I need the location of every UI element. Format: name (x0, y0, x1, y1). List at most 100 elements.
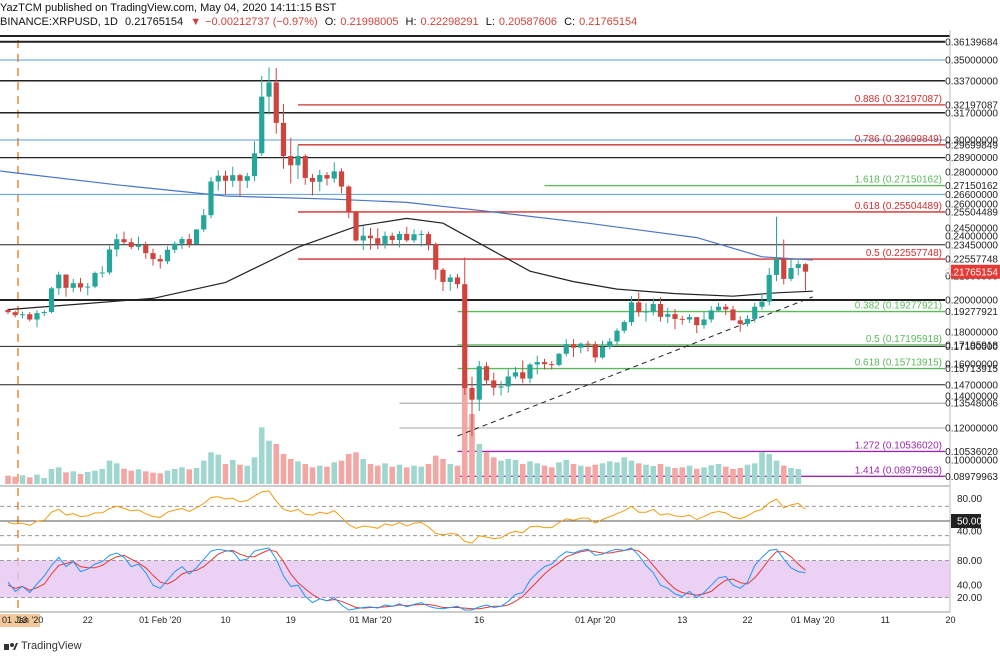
candle-body (273, 82, 279, 123)
price-tick-label: 0.24500000 (945, 224, 998, 235)
candle-body (48, 288, 55, 312)
down-arrow-icon: ▼ (190, 16, 202, 28)
candle-body (462, 284, 468, 388)
volume-bar (759, 452, 765, 484)
candle-body (592, 344, 598, 358)
candle-body (135, 245, 142, 247)
candle-body (157, 259, 163, 262)
candle-body (56, 274, 62, 289)
volume-bar (766, 454, 773, 484)
candle-body (150, 253, 156, 260)
candle-body (288, 156, 294, 166)
time-tick-label: 11 (881, 615, 890, 625)
candle-body (752, 306, 758, 319)
candle-body (85, 286, 91, 288)
candle-body (302, 156, 308, 178)
candle-body (781, 259, 787, 279)
volume-bar (563, 460, 570, 484)
candle-body (766, 274, 772, 302)
candle-body (614, 330, 620, 342)
author-line: YazTCM published on TradingView.com, May… (0, 2, 337, 14)
candle-body (563, 344, 569, 354)
volume-bar (795, 469, 802, 484)
current-price-label: 0.21765154 (945, 267, 998, 278)
volume-bar (179, 467, 185, 484)
volume-bar (135, 469, 142, 484)
price-tick-label: 0.10000000 (945, 456, 998, 467)
candle-body (201, 215, 207, 230)
candle-body (694, 317, 700, 326)
candle-body (607, 341, 613, 347)
volume-bar (548, 467, 555, 484)
candle-body (222, 175, 229, 181)
volume-bar (34, 474, 40, 484)
price-tick-label: 0.29699849 (945, 140, 998, 151)
candle-body (34, 313, 40, 320)
volume-bar (258, 427, 265, 484)
open-label: O: (324, 16, 337, 28)
volume-bar (686, 465, 693, 484)
volume-bar (411, 465, 417, 484)
price-tick-label: 0.14700000 (945, 380, 998, 391)
candle-body (63, 274, 69, 288)
volume-bar (229, 460, 236, 484)
volume-bar (780, 465, 787, 484)
ascending-trendline (457, 296, 813, 437)
volume-bar (389, 466, 396, 484)
brand-label: TradingView (21, 640, 82, 652)
volume-bar (164, 470, 171, 484)
candle-body (520, 372, 526, 379)
candle-body (259, 96, 265, 154)
candle-body (795, 264, 801, 268)
price-tick-label: 0.22557748 (945, 255, 998, 266)
volume-bar (643, 464, 649, 484)
volume-bar (200, 460, 207, 484)
fib-level-label: 0.5 (0.22557748) (866, 248, 942, 259)
tradingview-brand[interactable]: TradingView (4, 640, 82, 652)
volume-bar (186, 469, 193, 484)
volume-bar (99, 469, 106, 484)
volume-bar (237, 464, 243, 484)
price-tick-label: 0.36139684 (945, 37, 998, 48)
candle-body (483, 366, 490, 381)
volume-bar (171, 469, 178, 484)
volume-bar (48, 469, 55, 484)
fib-level-label: 0.618 (0.15713915) (855, 358, 942, 369)
stoch-band-fill (0, 560, 950, 598)
horizontal-levels: 0.886 (0.32197087) 0.786 (0.29699849) 0.61… (0, 40, 945, 477)
stoch-tick-label: 80.00 (957, 556, 982, 567)
candle-body (251, 153, 258, 177)
candle-body (418, 234, 424, 236)
candle-body (672, 314, 678, 319)
price-tick-label: 0.32197087 (945, 100, 998, 111)
candle-body (179, 239, 185, 244)
volume-bar (77, 474, 84, 484)
candle-body (375, 238, 381, 244)
volume-bar (461, 380, 468, 484)
price-tick-label: 0.13548006 (945, 399, 998, 410)
time-tick-label: 16 (474, 615, 484, 625)
candle-body (498, 386, 504, 388)
symbol-label: BINANCE:XRPUSD, 1D (0, 16, 118, 28)
time-tick-label: 01 Mar '20 (349, 615, 391, 625)
candle-body (186, 239, 192, 244)
volume-bars (5, 380, 802, 484)
volume-bar (360, 459, 367, 484)
volume-bar (534, 463, 541, 484)
candle-body (447, 277, 453, 282)
fib-level-label: 0.886 (0.32197087) (855, 94, 942, 105)
candle-body (382, 235, 388, 244)
volume-bar (251, 457, 258, 484)
volume-bar (106, 460, 113, 484)
candle-body (744, 318, 751, 324)
price-tick-label: 0.16000000 (945, 360, 998, 371)
candle-body (237, 175, 243, 181)
volume-bar (302, 464, 309, 484)
candle-body (425, 234, 432, 244)
volume-bar (208, 452, 214, 484)
price-tick-label: 0.27150162 (945, 181, 998, 192)
volume-bar (280, 454, 287, 484)
time-tick-label: 01 Feb '20 (139, 615, 181, 625)
low-label: L: (485, 16, 495, 28)
volume-bar (5, 475, 11, 484)
